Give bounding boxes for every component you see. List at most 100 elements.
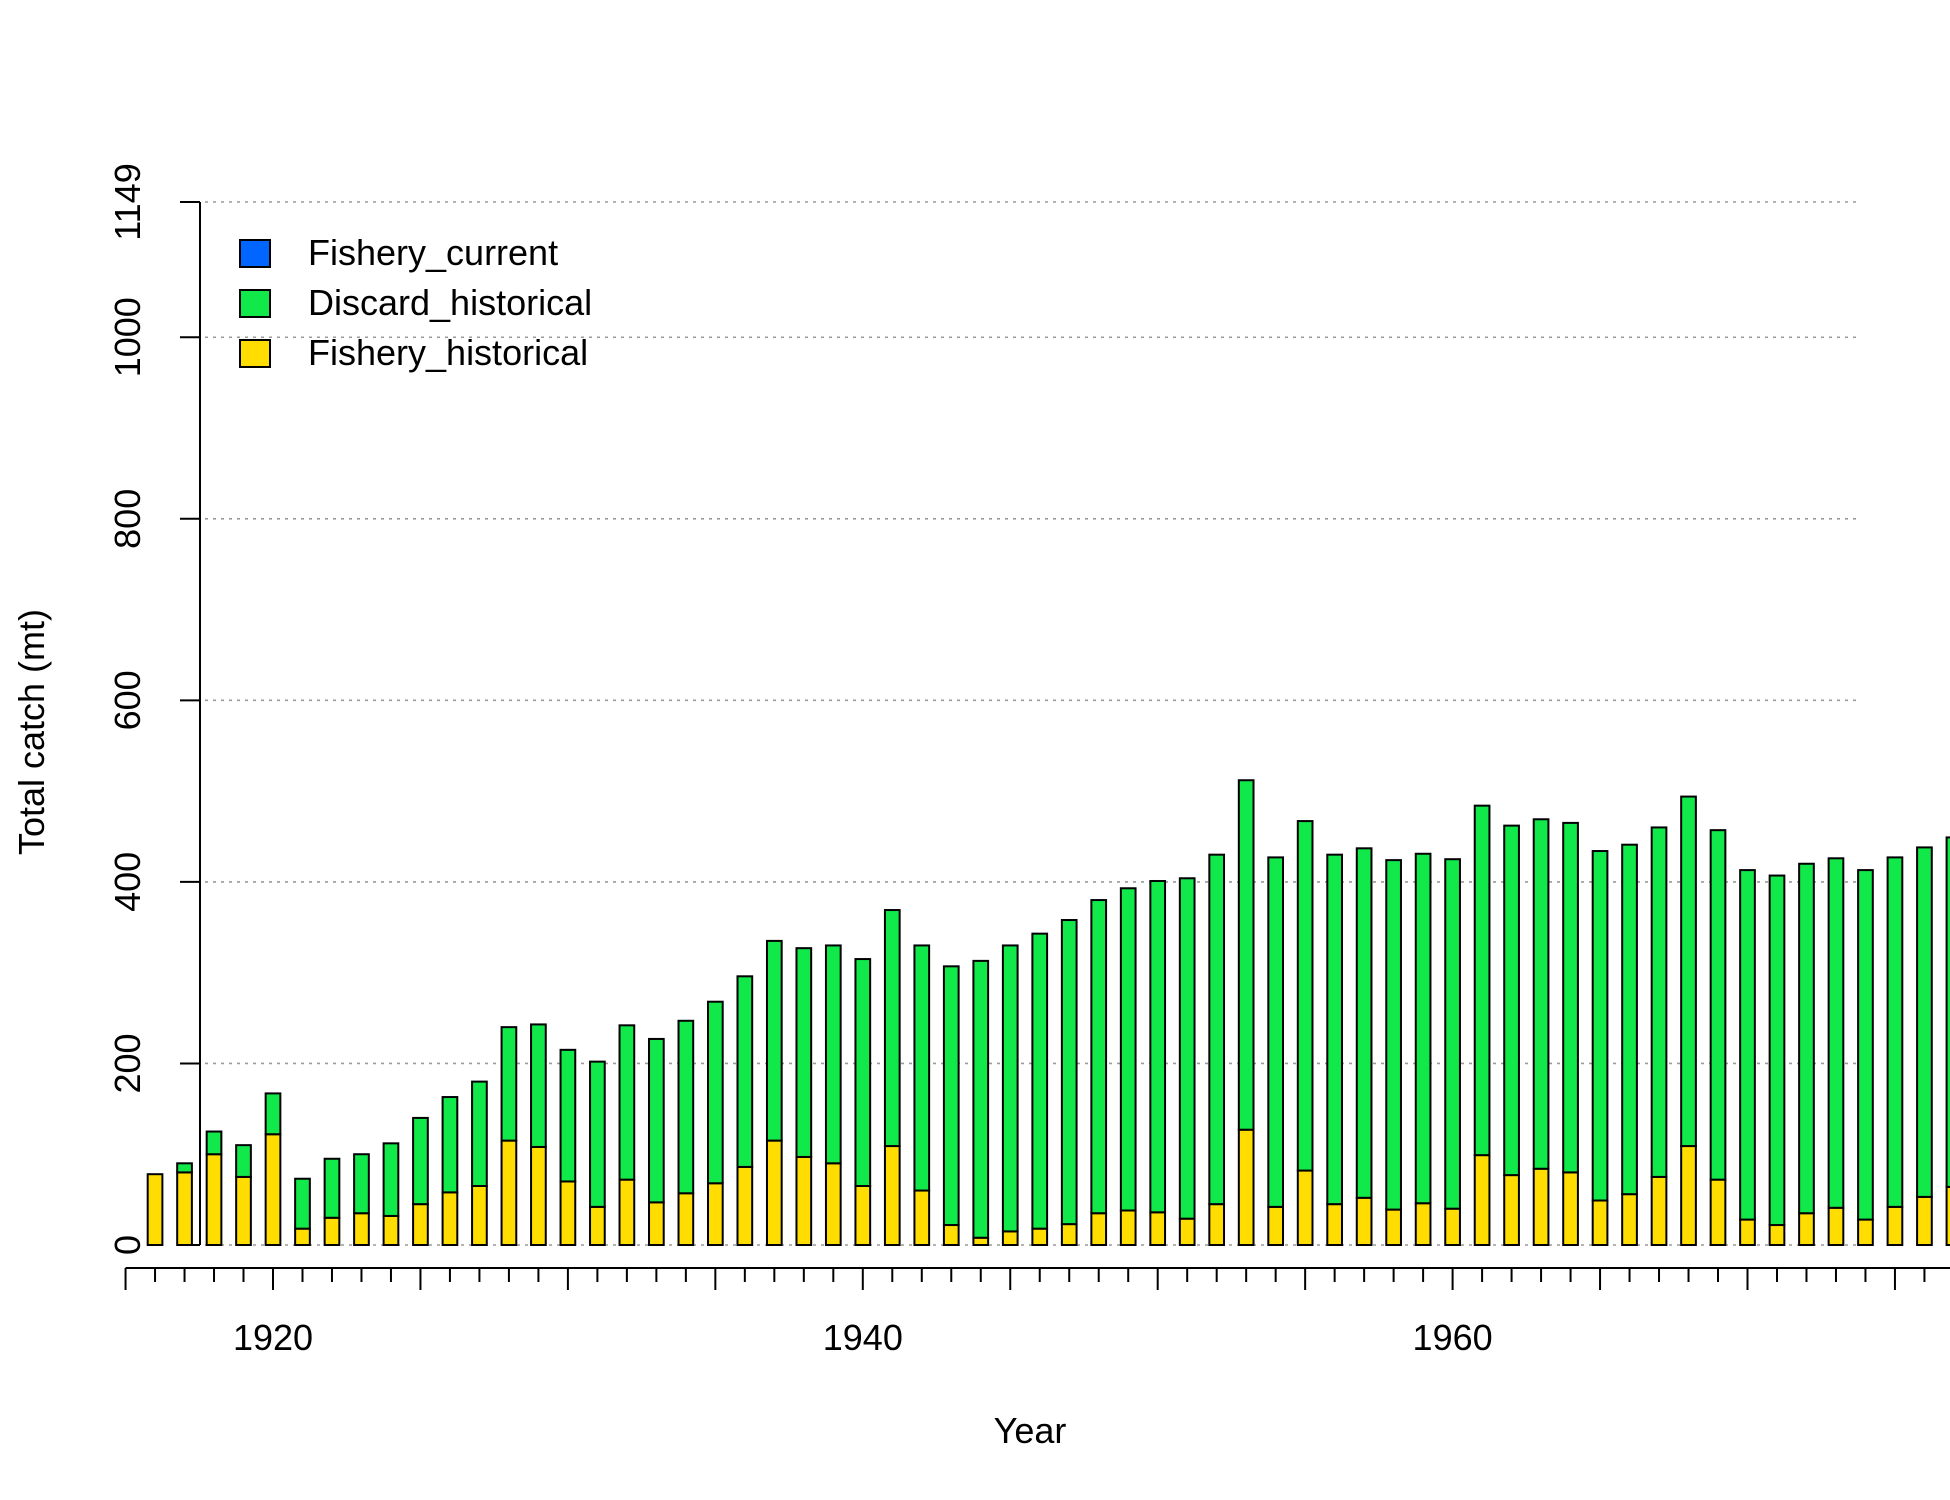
bar-discard-historical-1929 [530,1023,547,1148]
bar-fishery-historical-1976 [1916,1195,1933,1247]
legend-swatch-fishery-historical [239,339,271,368]
bar-discard-historical-1933 [648,1037,665,1204]
bar-discard-historical-1922 [323,1157,341,1219]
bar-discard-historical-1969 [1709,829,1727,1181]
bar-fishery-historical-1956 [1326,1203,1343,1247]
bar-fishery-historical-1967 [1650,1175,1668,1247]
bar-discard-historical-1953 [1237,779,1255,1131]
bar-fishery-historical-1970 [1739,1218,1756,1247]
bar-discard-historical-1967 [1650,826,1668,1178]
bar-discard-historical-1931 [589,1060,606,1208]
bar-fishery-historical-1923 [353,1212,370,1246]
bar-discard-historical-1958 [1385,859,1402,1211]
bar-discard-historical-1971 [1768,874,1786,1227]
bar-fishery-historical-1939 [824,1162,842,1246]
x-tick-label-1940: 1940 [823,1317,903,1358]
bar-fishery-historical-1957 [1355,1196,1373,1247]
bar-fishery-historical-1933 [648,1201,665,1246]
bar-fishery-historical-1932 [618,1178,636,1247]
bar-discard-historical-1935 [707,1000,724,1185]
legend-swatch-discard-historical [239,289,271,318]
bar-fishery-historical-1946 [1031,1227,1049,1246]
bar-fishery-historical-1921 [294,1227,311,1246]
bar-fishery-historical-1965 [1591,1199,1609,1247]
bar-fishery-historical-1929 [530,1145,547,1247]
y-tick-label-200: 200 [107,1033,148,1093]
bar-discard-historical-1940 [854,958,872,1187]
bar-discard-historical-1959 [1414,852,1432,1205]
bar-fishery-historical-1922 [323,1216,341,1246]
legend: Fishery_current Discard_historical Fishery… [239,232,592,373]
y-tick-label-400: 400 [107,852,148,912]
bar-fishery-historical-1960 [1444,1207,1461,1247]
bar-fishery-historical-1940 [854,1184,872,1246]
bar-fishery-historical-1950 [1149,1211,1167,1247]
bar-fishery-historical-1969 [1709,1178,1727,1247]
bar-discard-historical-1930 [559,1048,577,1183]
bar-fishery-historical-1971 [1768,1224,1786,1246]
bar-discard-historical-1919 [235,1144,252,1178]
bar-fishery-historical-1917 [176,1171,193,1247]
bar-discard-historical-1936 [736,975,754,1168]
bar-discard-historical-1964 [1562,821,1579,1174]
legend-swatch-fishery-current [239,239,271,268]
bar-discard-historical-1939 [824,944,842,1165]
bar-discard-historical-1976 [1916,846,1933,1198]
x-tick-label-1920: 1920 [233,1317,313,1358]
bar-discard-historical-1920 [264,1092,282,1136]
bar-discard-historical-1946 [1031,932,1049,1230]
bar-discard-historical-1961 [1473,804,1491,1157]
x-tick-label-1960: 1960 [1413,1317,1493,1358]
bar-fishery-historical-1958 [1385,1208,1402,1246]
bar-fishery-historical-1952 [1208,1203,1226,1247]
bar-fishery-historical-1973 [1827,1206,1845,1247]
legend-label-fishery-current: Fishery_current [308,232,558,273]
bar-fishery-historical-1926 [441,1191,459,1246]
bar-fishery-historical-1975 [1886,1205,1904,1246]
bar-fishery-historical-1951 [1178,1217,1196,1247]
axes: 0200400600800100011491920194019601980200… [107,163,1950,1358]
bar-discard-historical-1977 [1945,836,1950,1188]
bar-fishery-historical-1949 [1119,1209,1137,1246]
bar-fishery-historical-1934 [677,1192,695,1247]
bar-discard-historical-1970 [1739,869,1756,1221]
bar-fishery-historical-1959 [1414,1202,1432,1246]
bar-discard-historical-1917 [176,1162,193,1174]
bar-discard-historical-1925 [412,1116,429,1206]
bar-discard-historical-1951 [1178,877,1196,1220]
bar-discard-historical-1945 [1001,944,1019,1233]
bar-discard-historical-1937 [765,939,783,1142]
bar-fishery-historical-1945 [1001,1230,1019,1246]
bar-discard-historical-1960 [1444,858,1461,1210]
bar-fishery-historical-1937 [765,1139,783,1247]
bar-discard-historical-1952 [1208,853,1226,1206]
bar-discard-historical-1941 [883,909,901,1148]
y-tick-label-0: 0 [107,1235,148,1255]
bar-discard-historical-1972 [1798,862,1815,1215]
bar-fishery-historical-1966 [1621,1193,1638,1247]
bar-discard-historical-1957 [1355,847,1373,1199]
bar-discard-historical-1934 [677,1019,695,1195]
bar-fishery-historical-1977 [1945,1185,1950,1247]
bar-discard-historical-1968 [1680,795,1697,1148]
bar-fishery-historical-1944 [972,1236,990,1247]
bar-discard-historical-1975 [1886,856,1904,1208]
bar-fishery-historical-1961 [1473,1154,1491,1247]
bars [146,779,1950,1247]
bar-discard-historical-1928 [500,1026,518,1142]
bar-fishery-historical-1968 [1680,1145,1697,1246]
bar-discard-historical-1924 [382,1142,400,1217]
bar-fishery-historical-1963 [1532,1167,1550,1247]
y-tick-label-1149: 1149 [107,163,148,240]
bar-fishery-historical-1928 [500,1139,518,1247]
bar-fishery-historical-1947 [1060,1223,1078,1246]
y-axis-title: Total catch (mt) [11,609,52,855]
bar-discard-historical-1974 [1857,869,1874,1221]
bar-fishery-historical-1972 [1798,1212,1815,1246]
bar-fishery-historical-1954 [1267,1205,1285,1246]
bar-discard-historical-1962 [1503,824,1520,1177]
bar-fishery-historical-1938 [795,1155,813,1246]
bar-fishery-historical-1941 [883,1145,901,1246]
bar-fishery-historical-1924 [382,1214,400,1247]
bar-fishery-historical-1935 [707,1182,724,1247]
